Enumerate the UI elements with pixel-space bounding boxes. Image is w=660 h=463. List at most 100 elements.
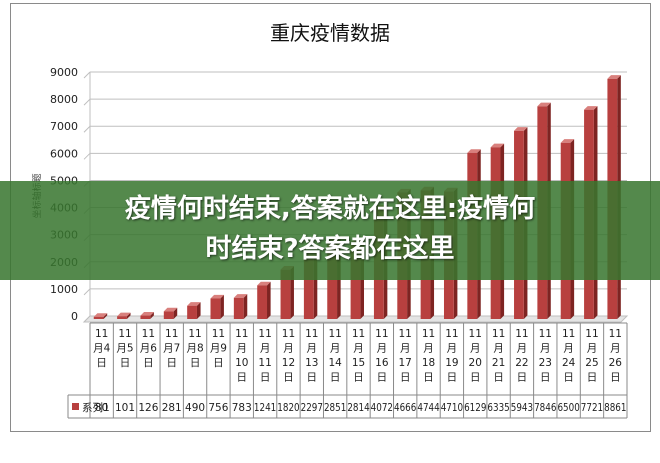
- x-tick-label: 11: [609, 328, 622, 340]
- x-tick-label: 日: [353, 372, 364, 384]
- gridline-depth: [83, 288, 91, 296]
- banner-text: 疫情何时结束,答案就在这里:疫情何 时结束?答案都在这里: [0, 189, 660, 269]
- data-label: 4666: [394, 402, 417, 414]
- banner-line-2: 时结束?答案都在这里: [205, 234, 455, 264]
- x-tick-label: 17: [399, 357, 412, 369]
- x-tick-label: 11: [235, 328, 248, 340]
- bar-front: [233, 297, 244, 319]
- bar-side: [173, 307, 178, 319]
- bar-front: [117, 316, 127, 319]
- bar-front: [280, 269, 291, 319]
- data-label: 8861: [604, 402, 626, 414]
- legend-key: [72, 403, 79, 410]
- data-label: 6129: [464, 402, 486, 414]
- bar-side: [243, 294, 248, 319]
- x-tick-label: 日: [563, 372, 574, 384]
- x-tick-label: 月: [330, 343, 341, 355]
- x-tick-label: 月: [377, 343, 388, 355]
- bar-top: [210, 294, 224, 299]
- banner-line-1: 疫情何时结束,答案就在这里:疫情何: [124, 194, 536, 224]
- bar: [187, 302, 201, 319]
- bar-top: [607, 75, 621, 79]
- data-label: 101: [115, 402, 135, 414]
- x-tick-label: 11: [422, 328, 435, 340]
- x-tick-label: 11: [118, 328, 131, 340]
- bar-top: [560, 139, 575, 143]
- x-tick-label: 日: [190, 357, 201, 369]
- bar-top: [514, 127, 528, 131]
- bar-top: [584, 106, 598, 110]
- x-tick-label: 月: [423, 343, 434, 355]
- y-tick-label: 9000: [50, 66, 78, 79]
- x-tick-label: 月: [307, 343, 318, 355]
- x-tick-label: 日: [283, 372, 294, 384]
- bar-top: [257, 281, 271, 286]
- x-tick-label: 23: [539, 357, 552, 369]
- bar-side: [220, 294, 224, 319]
- bar: [140, 311, 154, 319]
- x-tick-label: 月9: [210, 343, 227, 355]
- x-tick-label: 11: [212, 328, 225, 340]
- x-tick-label: 18: [422, 357, 435, 369]
- data-label: 126: [138, 402, 158, 414]
- x-tick-label: 11: [95, 328, 108, 340]
- x-tick-label: 20: [469, 357, 482, 369]
- x-tick-label: 日: [120, 357, 131, 369]
- data-label: 4744: [417, 402, 440, 414]
- data-label: 6335: [487, 402, 509, 414]
- x-tick-label: 11: [165, 328, 178, 340]
- x-tick-label: 11: [515, 328, 528, 340]
- bar: [233, 294, 248, 319]
- x-tick-label: 11: [258, 357, 271, 369]
- x-tick-label: 22: [515, 357, 528, 369]
- bar: [210, 294, 224, 319]
- x-tick-label: 日: [447, 372, 458, 384]
- data-table: 11月4日11月5日11月6日11月7日11月8日11月9日11月10日11月1…: [67, 322, 628, 419]
- data-label: 1820: [277, 402, 299, 414]
- x-tick-label: 11: [142, 328, 155, 340]
- x-tick-label: 月: [353, 343, 364, 355]
- data-label: 783: [232, 402, 252, 414]
- bar-top: [490, 143, 505, 148]
- y-tick-label: 0: [71, 310, 78, 323]
- x-tick-label: 月: [400, 343, 411, 355]
- x-tick-label: 月8: [186, 343, 203, 355]
- bar-top: [93, 313, 108, 317]
- x-tick-label: 21: [492, 357, 505, 369]
- bar-front: [210, 298, 221, 319]
- bar-side: [196, 302, 201, 319]
- x-tick-label: 11: [258, 328, 271, 340]
- data-label: 80: [95, 402, 108, 414]
- bar: [117, 312, 131, 319]
- overlay-banner: 疫情何时结束,答案就在这里:疫情何 时结束?答案都在这里: [0, 181, 660, 280]
- x-tick-label: 日: [307, 372, 318, 384]
- bar-side: [103, 313, 108, 319]
- bar-side: [150, 311, 154, 319]
- x-tick-label: 月6: [140, 343, 157, 355]
- data-label: 490: [185, 402, 205, 414]
- bar-front: [187, 305, 197, 319]
- x-tick-label: 11: [282, 328, 295, 340]
- x-tick-label: 日: [237, 372, 248, 384]
- bar-top: [140, 311, 154, 316]
- x-tick-label: 12: [282, 357, 295, 369]
- x-tick-label: 月4: [93, 343, 110, 355]
- y-tick-label: 7000: [50, 120, 78, 133]
- bar-top: [187, 302, 201, 306]
- x-tick-label: 日: [587, 372, 598, 384]
- x-tick-label: 月5: [116, 343, 133, 355]
- x-tick-label: 日: [143, 357, 154, 369]
- x-tick-label: 19: [445, 357, 458, 369]
- x-tick-label: 月: [470, 343, 481, 355]
- x-tick-label: 日: [96, 357, 107, 369]
- x-tick-label: 月: [447, 343, 458, 355]
- x-tick-label: 日: [330, 372, 341, 384]
- y-tick-label: 1000: [50, 283, 78, 296]
- x-tick-label: 13: [305, 357, 318, 369]
- x-tick-label: 日: [610, 372, 621, 384]
- x-tick-label: 25: [585, 357, 598, 369]
- x-tick-label: 日: [400, 372, 411, 384]
- x-tick-label: 日: [166, 357, 177, 369]
- data-label: 281: [162, 402, 182, 414]
- x-tick-label: 10: [235, 357, 248, 369]
